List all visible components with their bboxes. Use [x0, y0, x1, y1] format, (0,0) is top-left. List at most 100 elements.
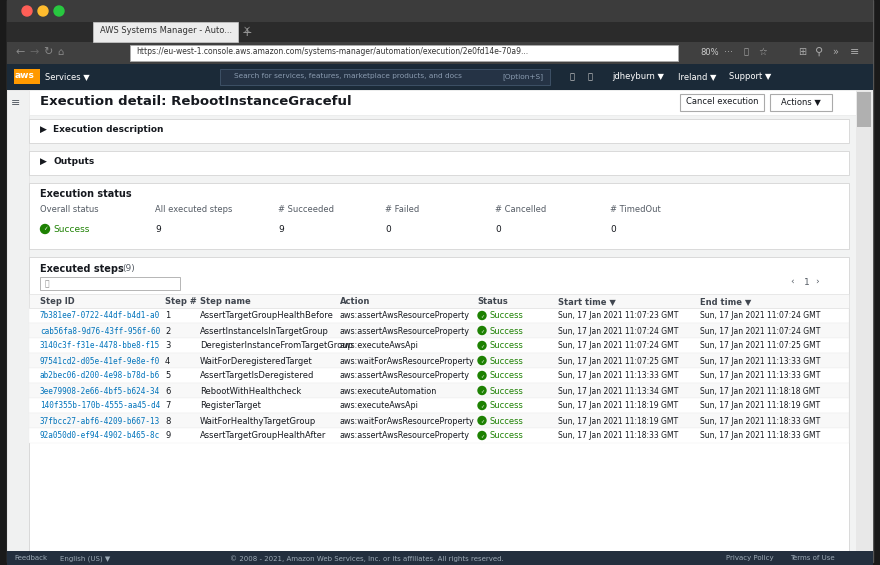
Text: Success: Success — [490, 341, 524, 350]
Text: Step #: Step # — [165, 297, 197, 306]
Text: cab56fa8-9d76-43ff-956f-60: cab56fa8-9d76-43ff-956f-60 — [40, 327, 160, 336]
Bar — [29, 323, 849, 338]
Text: Sun, 17 Jan 2021 11:13:33 GMT: Sun, 17 Jan 2021 11:13:33 GMT — [558, 372, 678, 380]
Circle shape — [478, 327, 486, 334]
Text: Privacy Policy: Privacy Policy — [726, 555, 774, 561]
Bar — [130, 45, 678, 61]
Bar — [7, 64, 873, 90]
Text: Sun, 17 Jan 2021 11:18:33 GMT: Sun, 17 Jan 2021 11:18:33 GMT — [558, 432, 678, 441]
Text: 9: 9 — [155, 225, 161, 234]
Text: End time ▼: End time ▼ — [700, 297, 752, 306]
Text: [Option+S]: [Option+S] — [502, 73, 543, 80]
Text: Sun, 17 Jan 2021 11:07:24 GMT: Sun, 17 Jan 2021 11:07:24 GMT — [558, 327, 678, 336]
Text: 92a050d0-ef94-4902-b465-8c: 92a050d0-ef94-4902-b465-8c — [40, 432, 160, 441]
Circle shape — [478, 341, 486, 350]
Text: ✓: ✓ — [480, 418, 484, 423]
Text: Sun, 17 Jan 2021 11:13:33 GMT: Sun, 17 Jan 2021 11:13:33 GMT — [700, 372, 820, 380]
Text: Terms of Use: Terms of Use — [790, 555, 834, 561]
Text: aws: aws — [15, 71, 35, 80]
Text: ▶: ▶ — [40, 157, 47, 166]
Text: RebootWithHealthcheck: RebootWithHealthcheck — [200, 386, 301, 396]
Text: Services ▼: Services ▼ — [45, 72, 90, 81]
Text: Cancel execution: Cancel execution — [686, 97, 759, 106]
Bar — [29, 413, 849, 428]
Bar — [14, 69, 40, 84]
Bar — [7, 90, 29, 565]
Text: aws:assertAwsResourceProperty: aws:assertAwsResourceProperty — [340, 372, 470, 380]
Text: ···: ··· — [724, 47, 733, 57]
Text: aws:waitForAwsResourceProperty: aws:waitForAwsResourceProperty — [340, 357, 474, 366]
Text: 1: 1 — [165, 311, 170, 320]
Text: ⊞: ⊞ — [798, 47, 806, 57]
Bar — [29, 338, 849, 353]
Text: AssertTargetGroupHealthAfter: AssertTargetGroupHealthAfter — [200, 432, 326, 441]
Text: 140f355b-170b-4555-aa45-d4: 140f355b-170b-4555-aa45-d4 — [40, 402, 160, 411]
Text: aws:assertAwsResourceProperty: aws:assertAwsResourceProperty — [340, 311, 470, 320]
Text: Start time ▼: Start time ▼ — [558, 297, 616, 306]
Text: WaitForHealthyTargetGroup: WaitForHealthyTargetGroup — [200, 416, 316, 425]
Text: All executed steps: All executed steps — [155, 205, 232, 214]
Bar — [220, 69, 550, 85]
Text: Success: Success — [490, 402, 524, 411]
Text: aws:executeAwsApi: aws:executeAwsApi — [340, 402, 419, 411]
Text: AWS Systems Manager - Auto...: AWS Systems Manager - Auto... — [100, 26, 232, 35]
Bar — [29, 90, 867, 115]
Text: Sun, 17 Jan 2021 11:18:19 GMT: Sun, 17 Jan 2021 11:18:19 GMT — [700, 402, 820, 411]
Text: 5: 5 — [165, 372, 170, 380]
Text: Outputs: Outputs — [53, 157, 94, 166]
Text: aws:assertAwsResourceProperty: aws:assertAwsResourceProperty — [340, 432, 470, 441]
Bar — [856, 90, 873, 551]
Bar — [7, 42, 873, 64]
Bar — [857, 92, 871, 127]
Text: aws:executeAwsApi: aws:executeAwsApi — [340, 341, 419, 350]
Text: ✓: ✓ — [480, 373, 484, 378]
Text: AssertTargetIsDeregistered: AssertTargetIsDeregistered — [200, 372, 314, 380]
Bar — [7, 551, 873, 565]
Text: 2: 2 — [165, 327, 170, 336]
Text: ✓: ✓ — [43, 227, 48, 232]
Bar — [29, 119, 849, 143]
Text: Success: Success — [490, 327, 524, 336]
Text: 1: 1 — [804, 278, 810, 287]
Text: 37fbcc27-abf6-4209-b667-13: 37fbcc27-abf6-4209-b667-13 — [40, 416, 160, 425]
Text: ≡: ≡ — [11, 98, 20, 108]
Text: Sun, 17 Jan 2021 11:07:25 GMT: Sun, 17 Jan 2021 11:07:25 GMT — [558, 357, 678, 366]
Circle shape — [478, 386, 486, 394]
Text: Sun, 17 Jan 2021 11:18:33 GMT: Sun, 17 Jan 2021 11:18:33 GMT — [700, 432, 820, 441]
Text: ⚲: ⚲ — [815, 47, 823, 57]
Text: aws:assertAwsResourceProperty: aws:assertAwsResourceProperty — [340, 327, 470, 336]
Text: Execution description: Execution description — [53, 125, 164, 134]
Text: 4: 4 — [165, 357, 170, 366]
Bar — [29, 183, 849, 249]
Text: 80%: 80% — [700, 48, 719, 57]
Bar — [29, 294, 849, 308]
Bar — [29, 151, 849, 175]
Text: +: + — [242, 26, 253, 39]
Bar — [770, 94, 832, 111]
Text: ‹: ‹ — [790, 278, 794, 287]
Text: 0: 0 — [385, 225, 391, 234]
Text: Execution detail: RebootInstanceGraceful: Execution detail: RebootInstanceGraceful — [40, 95, 352, 108]
Text: ⌂: ⌂ — [57, 47, 63, 57]
Text: aws:executeAutomation: aws:executeAutomation — [340, 386, 437, 396]
Text: ✓: ✓ — [480, 313, 484, 318]
Text: 3ee79908-2e66-4bf5-b624-34: 3ee79908-2e66-4bf5-b624-34 — [40, 386, 160, 396]
Text: ab2bec06-d200-4e98-b78d-b6: ab2bec06-d200-4e98-b78d-b6 — [40, 372, 160, 380]
Text: 9: 9 — [165, 432, 170, 441]
Bar — [29, 353, 849, 368]
Circle shape — [38, 6, 48, 16]
Text: ›: › — [815, 278, 818, 287]
Text: ✓: ✓ — [480, 403, 484, 408]
Bar — [40, 277, 180, 290]
Text: Success: Success — [490, 416, 524, 425]
Text: ✓: ✓ — [480, 433, 484, 438]
Text: ▶: ▶ — [40, 125, 47, 134]
Text: Sun, 17 Jan 2021 11:13:34 GMT: Sun, 17 Jan 2021 11:13:34 GMT — [558, 386, 678, 396]
Text: Status: Status — [477, 297, 508, 306]
Text: 0: 0 — [495, 225, 501, 234]
Text: 7: 7 — [165, 402, 171, 411]
Text: 8: 8 — [165, 416, 171, 425]
Text: ✓: ✓ — [480, 343, 484, 348]
Circle shape — [22, 6, 32, 16]
Text: © 2008 - 2021, Amazon Web Services, Inc. or its affiliates. All rights reserved.: © 2008 - 2021, Amazon Web Services, Inc.… — [230, 555, 503, 562]
